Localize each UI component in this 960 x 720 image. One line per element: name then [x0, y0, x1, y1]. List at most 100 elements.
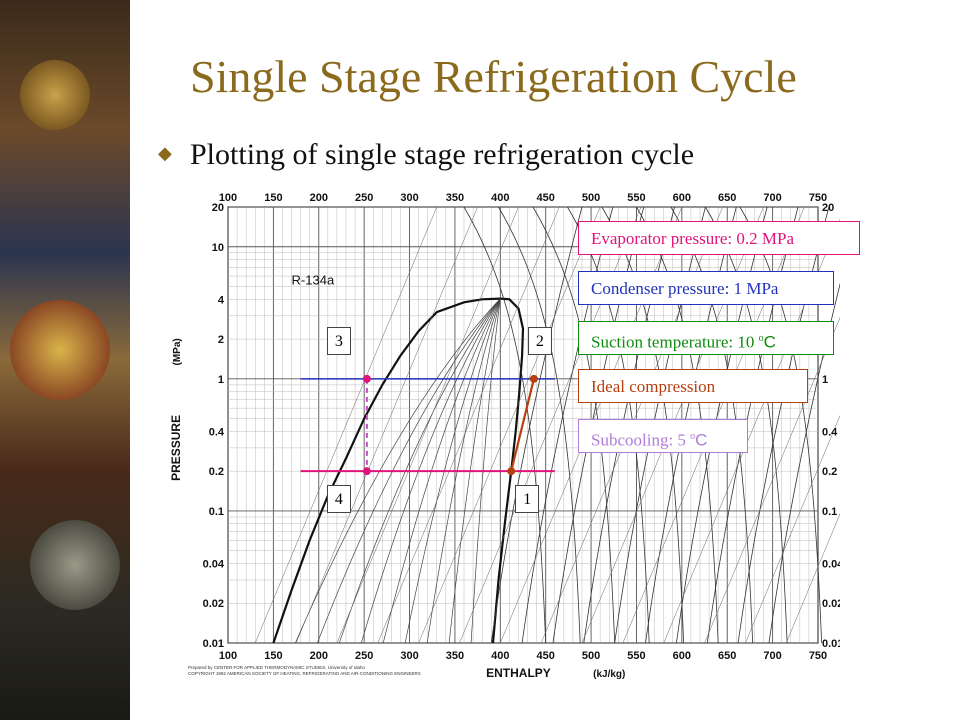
- quality-line: [316, 298, 501, 644]
- y-tick-label-right: 0.02: [822, 598, 840, 610]
- x-tick-label-top: 750: [809, 192, 827, 204]
- x-tick-label-bottom: 500: [582, 650, 600, 662]
- isentrope-line: [490, 206, 583, 644]
- y-tick-label-left: 10: [212, 242, 224, 254]
- y-tick-label-left: 0.1: [209, 506, 224, 518]
- quality-line: [338, 298, 501, 644]
- quality-line: [470, 298, 501, 644]
- x-tick-label-top: 550: [627, 192, 645, 204]
- medal-ornament: [10, 300, 110, 400]
- x-tick-label-bottom: 650: [718, 650, 736, 662]
- state-point-4: [362, 467, 371, 476]
- y-tick-label-left: 0.02: [203, 598, 224, 610]
- quality-line: [360, 298, 501, 644]
- state-point-label-3: 3: [326, 326, 351, 355]
- x-tick-label-top: 400: [491, 192, 509, 204]
- compression-line: [510, 378, 535, 472]
- y-tick-label-right: 20: [822, 202, 834, 214]
- x-tick-label-bottom: 350: [446, 650, 464, 662]
- density-line: [377, 206, 560, 644]
- legend-text: Evaporator pressure: 0.2 MPa: [591, 229, 795, 248]
- state-point-label-2: 2: [527, 326, 552, 355]
- quality-line: [382, 298, 501, 644]
- density-line: [336, 206, 519, 644]
- y-tick-label-left: 0.4: [209, 426, 225, 438]
- quality-line: [426, 298, 501, 644]
- x-tick-label-bottom: 750: [809, 650, 827, 662]
- x-tick-label-top: 200: [310, 192, 328, 204]
- x-axis-unit: (kJ/kg): [593, 669, 625, 680]
- x-tick-label-top: 600: [673, 192, 691, 204]
- x-tick-label-bottom: 400: [491, 650, 509, 662]
- x-tick-label-top: 650: [718, 192, 736, 204]
- density-line: [418, 206, 601, 644]
- footer-credit: Prepared by CENTER FOR APPLIED THERMODYN…: [188, 665, 365, 670]
- cycle-overlay: [300, 374, 555, 476]
- y-axis-unit: (MPa): [172, 338, 183, 365]
- y-tick-label-right: 0.04: [822, 558, 840, 570]
- quality-line: [404, 298, 501, 644]
- x-axis-label: ENTHALPY: [486, 666, 551, 680]
- legend-item: Subcooling: 5 oC: [578, 419, 748, 453]
- isotherm-line: [498, 206, 581, 644]
- x-tick-label-bottom: 600: [673, 650, 691, 662]
- legend-item: Condenser pressure: 1 MPa: [578, 271, 834, 305]
- x-tick-label-bottom: 100: [219, 650, 237, 662]
- state-point-2: [529, 374, 538, 383]
- legend-item: Evaporator pressure: 0.2 MPa: [578, 221, 860, 255]
- y-tick-label-right: 0.01: [822, 638, 840, 650]
- x-tick-label-top: 450: [537, 192, 555, 204]
- legend-unit: C: [695, 430, 708, 450]
- slide-title: Single Stage Refrigeration Cycle: [190, 51, 797, 102]
- y-tick-label-right: 1: [822, 374, 828, 386]
- diamond-bullet-icon: ◆: [158, 142, 172, 163]
- isentrope-line: [768, 282, 840, 644]
- y-tick-label-left: 1: [218, 374, 224, 386]
- x-tick-label-bottom: 250: [355, 650, 373, 662]
- density-line: [704, 317, 840, 644]
- decorative-image-strip: [0, 0, 130, 720]
- state-point-1: [507, 467, 516, 476]
- y-tick-label-left: 2: [218, 334, 224, 346]
- y-tick-label-left: 0.01: [203, 638, 224, 650]
- refrigerant-label: R-134a: [292, 272, 335, 287]
- density-line: [745, 415, 840, 644]
- y-axis-label: PRESSURE: [169, 415, 183, 481]
- y-tick-label-left: 4: [218, 294, 225, 306]
- medal-ornament: [20, 60, 90, 130]
- density-line: [785, 513, 840, 644]
- x-tick-label-top: 700: [763, 192, 781, 204]
- legend-superscript: o: [758, 333, 764, 344]
- footer-copyright: COPYRIGHT 1992 AMERICAN SOCIETY OF HEATI…: [188, 671, 421, 676]
- x-tick-label-bottom: 200: [310, 650, 328, 662]
- density-line: [295, 206, 478, 644]
- x-tick-label-top: 500: [582, 192, 600, 204]
- state-point-label-1: 1: [515, 485, 540, 514]
- state-point-label-4: 4: [326, 485, 351, 514]
- density-line: [254, 206, 438, 644]
- y-tick-label-left: 20: [212, 202, 224, 214]
- x-tick-label-top: 100: [219, 192, 237, 204]
- legend-text: Condenser pressure: 1 MPa: [591, 279, 779, 298]
- bullet-text: Plotting of single stage refrigeration c…: [190, 138, 695, 171]
- x-tick-label-bottom: 450: [537, 650, 555, 662]
- compass-ornament: [30, 520, 120, 610]
- x-tick-label-bottom: 550: [627, 650, 645, 662]
- legend-item: Ideal compression: [578, 369, 808, 403]
- legend-unit: C: [763, 332, 776, 352]
- legend-superscript: o: [690, 431, 696, 442]
- x-tick-label-bottom: 300: [400, 650, 418, 662]
- legend-text: Suction temperature: 10: [591, 332, 759, 352]
- x-tick-label-bottom: 150: [264, 650, 282, 662]
- state-point-3: [362, 374, 371, 383]
- isotherm-line: [463, 206, 547, 644]
- bullet-item: ◆ Plotting of single stage refrigeration …: [158, 138, 694, 172]
- quality-line: [295, 298, 501, 644]
- axis-ticks: 100 100 150 150 200 200 250 250 300 300 350 350 400 4…: [169, 192, 840, 680]
- x-tick-label-top: 350: [446, 192, 464, 204]
- y-tick-label-right: 0.2: [822, 466, 837, 478]
- x-tick-label-top: 250: [355, 192, 373, 204]
- y-tick-label-left: 0.2: [209, 466, 224, 478]
- x-tick-label-top: 300: [400, 192, 418, 204]
- legend-text: Ideal compression: [591, 377, 716, 396]
